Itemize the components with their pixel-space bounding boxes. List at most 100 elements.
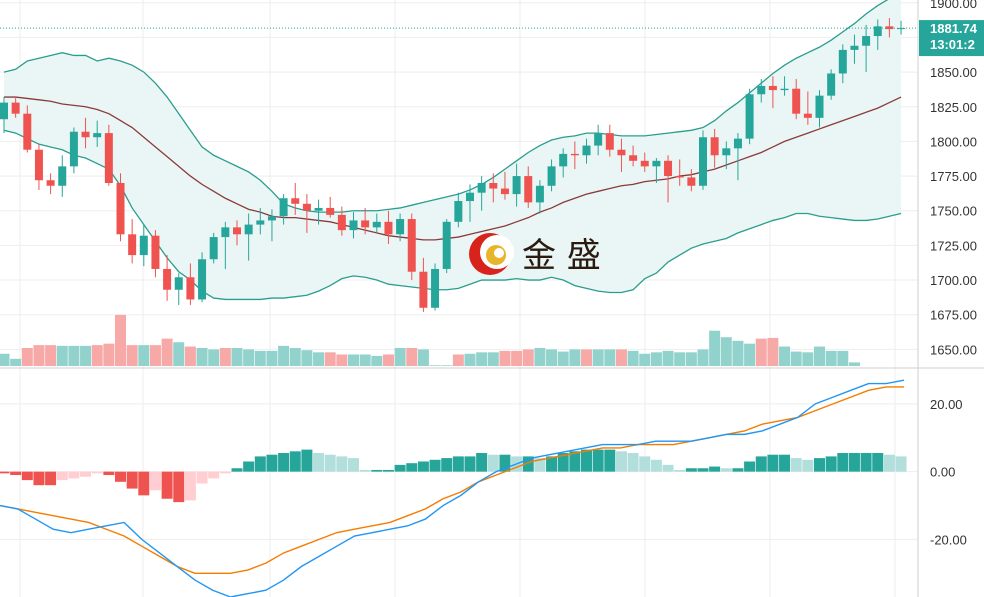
candle-body[interactable]	[664, 160, 673, 177]
candle[interactable]	[198, 252, 207, 303]
candle-body[interactable]	[81, 131, 90, 138]
candle[interactable]	[11, 97, 20, 118]
candle[interactable]	[594, 124, 603, 156]
candle[interactable]	[512, 163, 521, 207]
candle[interactable]	[104, 124, 113, 186]
candle-body[interactable]	[757, 85, 766, 95]
candle[interactable]	[617, 138, 626, 172]
candle[interactable]	[221, 221, 230, 269]
candle[interactable]	[710, 128, 719, 168]
candle[interactable]	[279, 194, 288, 225]
candle[interactable]	[862, 24, 871, 73]
candle-body[interactable]	[233, 227, 241, 235]
candle-body[interactable]	[407, 219, 416, 272]
candle[interactable]	[768, 76, 777, 109]
candle[interactable]	[803, 91, 812, 125]
candle[interactable]	[291, 183, 300, 215]
candle-body[interactable]	[396, 219, 405, 235]
candle[interactable]	[640, 152, 649, 172]
candle-body[interactable]	[291, 198, 300, 204]
candle-body[interactable]	[349, 220, 358, 231]
candle[interactable]	[23, 105, 32, 153]
candle-body[interactable]	[687, 177, 696, 186]
candle-body[interactable]	[23, 113, 32, 150]
candle-body[interactable]	[862, 36, 871, 46]
candle[interactable]	[733, 133, 742, 181]
candle[interactable]	[605, 124, 614, 157]
candle-body[interactable]	[163, 268, 172, 290]
candle-body[interactable]	[827, 73, 836, 96]
candle-body[interactable]	[454, 201, 463, 222]
candle-body[interactable]	[547, 166, 556, 186]
candle[interactable]	[174, 273, 183, 305]
candle-body[interactable]	[314, 207, 323, 211]
candle[interactable]	[163, 255, 172, 301]
candle-body[interactable]	[104, 133, 113, 183]
candle-body[interactable]	[442, 221, 451, 269]
candle[interactable]	[81, 117, 90, 149]
candle[interactable]	[361, 207, 370, 235]
candle-body[interactable]	[221, 227, 230, 238]
candle-body[interactable]	[361, 220, 370, 228]
candle[interactable]	[838, 44, 847, 84]
candle-body[interactable]	[477, 183, 486, 193]
candle[interactable]	[396, 213, 405, 242]
candle-body[interactable]	[372, 221, 381, 228]
candle-body[interactable]	[699, 137, 707, 186]
candle-body[interactable]	[768, 85, 777, 91]
candle-body[interactable]	[803, 113, 812, 118]
candle[interactable]	[372, 213, 381, 233]
candle[interactable]	[664, 155, 673, 203]
candle[interactable]	[524, 166, 533, 208]
candle-body[interactable]	[198, 259, 207, 300]
candle[interactable]	[873, 19, 882, 50]
candle-body[interactable]	[431, 268, 440, 308]
candle[interactable]	[151, 230, 160, 278]
candle[interactable]	[477, 176, 486, 211]
candle-body[interactable]	[850, 45, 859, 50]
candle-body[interactable]	[58, 166, 67, 186]
candle-body[interactable]	[559, 153, 568, 167]
candle-body[interactable]	[419, 271, 428, 308]
candle-body[interactable]	[0, 102, 8, 120]
candle-body[interactable]	[256, 220, 265, 225]
candle-body[interactable]	[174, 277, 183, 290]
candle[interactable]	[431, 263, 440, 311]
candle[interactable]	[699, 130, 707, 190]
candle[interactable]	[815, 90, 824, 128]
candle-body[interactable]	[34, 149, 43, 181]
candle-body[interactable]	[267, 216, 276, 221]
candle-body[interactable]	[302, 203, 311, 211]
candle-body[interactable]	[279, 198, 288, 217]
candle-body[interactable]	[209, 237, 218, 260]
candle-body[interactable]	[46, 180, 55, 186]
candle-body[interactable]	[594, 133, 603, 146]
candle[interactable]	[757, 79, 766, 103]
candle-body[interactable]	[69, 131, 78, 167]
candle[interactable]	[139, 224, 148, 267]
candle[interactable]	[442, 219, 451, 274]
candle[interactable]	[419, 257, 428, 312]
candle[interactable]	[722, 141, 731, 170]
price-axis[interactable]: 1650.00 1675.00 1700.00 1725.00 1750.00 1775.…	[930, 0, 977, 547]
candle[interactable]	[209, 232, 218, 264]
candle-body[interactable]	[337, 214, 346, 231]
candle[interactable]	[314, 199, 323, 225]
candle[interactable]	[850, 34, 859, 64]
candle-body[interactable]	[384, 221, 393, 235]
candle-body[interactable]	[11, 102, 20, 114]
candle-body[interactable]	[792, 88, 801, 114]
candle[interactable]	[500, 171, 509, 200]
candle[interactable]	[256, 207, 265, 235]
candle[interactable]	[349, 212, 358, 239]
candle[interactable]	[489, 173, 498, 203]
candle-body[interactable]	[780, 88, 789, 91]
candle-body[interactable]	[116, 183, 125, 235]
candle[interactable]	[116, 173, 125, 242]
candle[interactable]	[58, 155, 67, 197]
candle-body[interactable]	[500, 188, 509, 195]
candle[interactable]	[384, 210, 393, 244]
candle[interactable]	[687, 169, 696, 192]
candle-body[interactable]	[815, 95, 824, 118]
